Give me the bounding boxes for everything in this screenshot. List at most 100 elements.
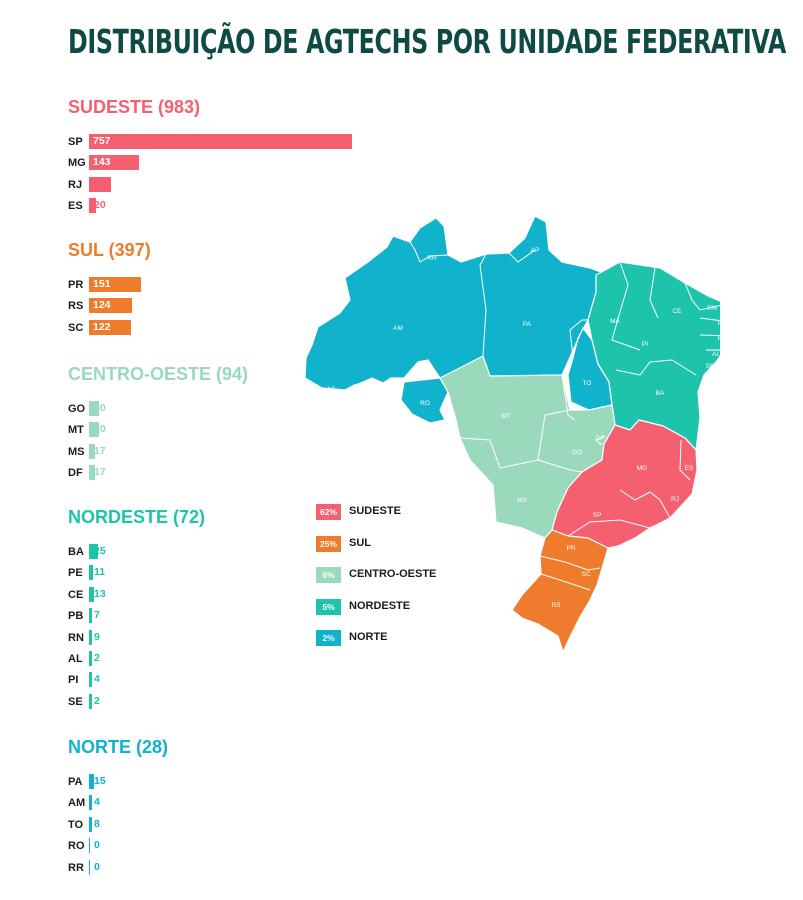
- page-title: DISTRIBUIÇÃO DE AGTECHS POR UNIDADE FEDE…: [68, 22, 786, 61]
- state-label: BA: [656, 390, 665, 397]
- state-label: PI: [642, 341, 648, 348]
- state-label: PR: [566, 545, 575, 552]
- category-label: AM: [68, 797, 86, 810]
- bar-value: 9: [94, 630, 100, 643]
- bar-group: NORTE (28) PA 15 AM 4 TO 8 RO 0 RR 0: [68, 735, 368, 880]
- bar-row: MS 17: [68, 443, 368, 464]
- state-label: AC: [326, 386, 335, 393]
- category-label: MS: [68, 445, 85, 458]
- bar-value: 8: [94, 817, 100, 830]
- bar-row: RR 0: [68, 859, 368, 880]
- bar-row: TO 8: [68, 816, 368, 837]
- category-label: RO: [68, 840, 85, 853]
- state-border: [595, 435, 606, 446]
- bar: 122: [89, 319, 132, 335]
- bar-value: 2: [94, 651, 100, 664]
- state-border: [619, 489, 671, 519]
- legend-item: 5% NORDESTE: [316, 595, 516, 627]
- legend-percent: 62%: [316, 504, 341, 520]
- legend-item: 6% CENTRO-OESTE: [316, 563, 516, 595]
- bar: 4: [89, 795, 100, 811]
- state-border: [537, 459, 583, 473]
- bar-value: 13: [94, 587, 106, 600]
- bar-row: SC 122: [68, 319, 368, 340]
- bar-value: 0: [94, 860, 100, 873]
- bar-value: 4: [94, 796, 100, 809]
- bar-row: RS 124: [68, 297, 368, 318]
- bar: 11: [89, 565, 105, 581]
- category-label: RN: [68, 631, 84, 644]
- state-label: PE: [718, 335, 720, 342]
- bar-row: MT 30: [68, 421, 368, 442]
- bar-value: 17: [94, 466, 106, 479]
- legend-percent: 25%: [316, 535, 341, 552]
- legend-percent: 6%: [316, 567, 341, 583]
- category-label: ES: [68, 200, 83, 213]
- state-border: [459, 437, 539, 469]
- bar-rows: SP 757 MG 143 RJ 63 ES 20: [68, 133, 368, 219]
- category-label: PR: [68, 279, 84, 291]
- category-label: SP: [68, 136, 83, 148]
- bar-value: 0: [94, 839, 100, 852]
- state-border: [649, 267, 659, 319]
- bar-row: PI 4: [68, 671, 368, 692]
- state-border: [611, 261, 641, 351]
- bar-row: RJ 63: [68, 176, 368, 197]
- state-border: [561, 374, 576, 421]
- group-title: NORTE (28): [68, 737, 169, 757]
- state-border: [537, 409, 571, 461]
- bar-value: 20: [94, 199, 106, 212]
- state-border: [567, 519, 651, 537]
- legend-item: 62% SUDESTE: [316, 500, 516, 532]
- legend-label: SUL: [349, 536, 371, 549]
- bar-rows: GO 30 MT 30 MS 17 DF 17: [68, 400, 368, 486]
- state-label: ES: [685, 465, 694, 472]
- state-label: AM: [393, 325, 403, 332]
- state-border: [344, 381, 367, 391]
- bar: 17: [89, 465, 106, 481]
- state-label: DF: [596, 435, 605, 442]
- bar-value: 124: [93, 299, 111, 312]
- bar-value: 15: [94, 775, 106, 787]
- bar-row: PR 151: [68, 276, 368, 297]
- state-label: SC: [581, 571, 590, 578]
- category-label: PI: [68, 674, 79, 687]
- nordeste-region: [587, 261, 736, 451]
- bar: 2: [89, 650, 100, 666]
- sudeste-region: [551, 419, 698, 549]
- category-label: PA: [68, 776, 83, 788]
- legend-percent: 5%: [316, 598, 341, 615]
- bar-row: PE 11: [68, 564, 368, 585]
- category-label: RR: [68, 861, 84, 874]
- bar-value: 17: [94, 444, 106, 457]
- category-label: PB: [68, 610, 84, 623]
- group-title: SUL (397): [68, 240, 151, 260]
- bar-value: 11: [94, 566, 106, 579]
- state-border: [508, 249, 536, 263]
- legend-label: NORDESTE: [349, 599, 411, 612]
- state-label: GO: [572, 449, 582, 456]
- bar: 7: [89, 608, 100, 624]
- category-label: GO: [68, 403, 86, 415]
- group-title: CENTRO-OESTE (94): [68, 364, 249, 384]
- state-label: PA: [523, 321, 532, 328]
- category-label: MT: [68, 424, 84, 437]
- bar-value: 30: [94, 402, 106, 414]
- legend-label: CENTRO-OESTE: [349, 568, 437, 580]
- state-border: [479, 253, 487, 357]
- sul-region: [511, 529, 609, 653]
- bar: 0: [89, 838, 100, 854]
- bar: 9: [89, 629, 100, 645]
- bar: 30: [89, 422, 106, 438]
- bar: 8: [89, 816, 100, 832]
- bar-group: SUL (397) PR 151 RS 124 SC 122: [68, 238, 368, 340]
- bar-row: SP 757: [68, 133, 368, 154]
- category-label: SC: [68, 321, 84, 334]
- category-label: DF: [68, 467, 83, 480]
- bar: 20: [89, 198, 106, 214]
- state-label: MG: [637, 465, 647, 472]
- state-label: MA: [610, 318, 620, 325]
- bar-value: 30: [94, 423, 106, 436]
- bar-row: BA 25: [68, 543, 368, 564]
- state-label: PB: [718, 320, 720, 327]
